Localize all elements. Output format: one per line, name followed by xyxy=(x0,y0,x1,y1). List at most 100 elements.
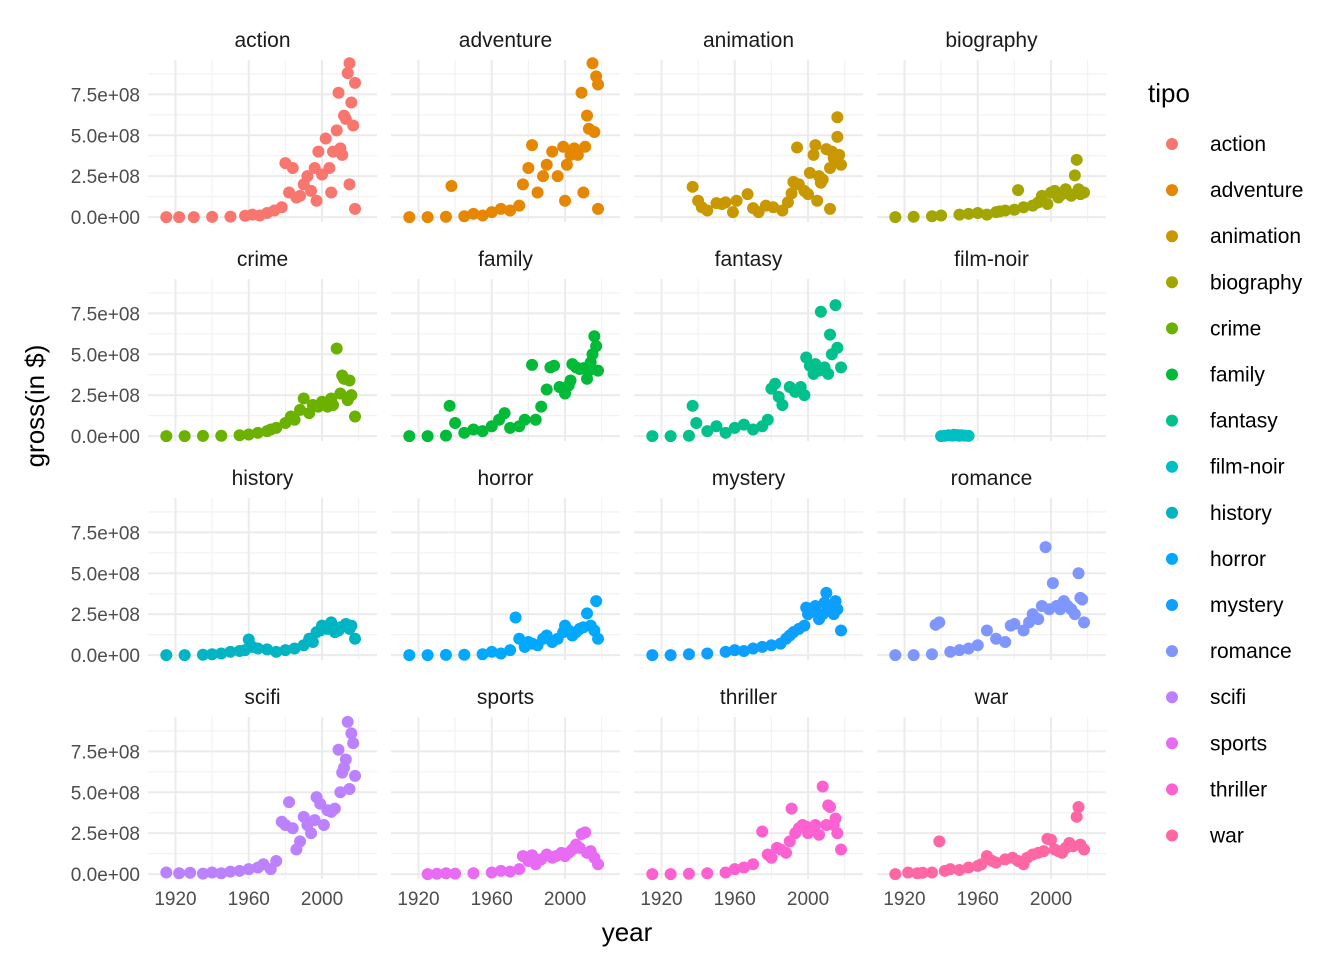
data-point xyxy=(270,421,283,434)
data-point xyxy=(403,211,416,224)
data-point xyxy=(690,417,703,429)
data-point xyxy=(756,825,769,838)
data-point xyxy=(513,863,526,876)
data-point xyxy=(809,139,822,152)
legend-label: family xyxy=(1210,364,1265,387)
data-point xyxy=(504,204,517,217)
data-point xyxy=(325,186,338,199)
data-point xyxy=(317,819,330,831)
x-tick-label: 2000 xyxy=(544,889,586,910)
data-point xyxy=(1070,810,1083,823)
data-point xyxy=(831,603,844,616)
data-point xyxy=(925,648,938,661)
data-point xyxy=(831,341,844,354)
legend-key xyxy=(1166,322,1178,335)
data-point xyxy=(509,611,522,624)
data-point xyxy=(728,644,741,657)
facet-strip-label: adventure xyxy=(459,29,552,52)
facet-strip-label: history xyxy=(232,467,294,490)
data-point xyxy=(476,648,489,661)
data-point xyxy=(526,358,539,371)
data-point xyxy=(701,425,714,438)
data-point xyxy=(829,812,842,825)
facet-strip-label: mystery xyxy=(712,467,786,490)
data-point xyxy=(334,786,347,799)
data-point xyxy=(592,364,605,377)
data-point xyxy=(531,186,544,199)
facet-panel-thriller: thriller 1920 1960 2000 xyxy=(634,686,863,910)
data-point xyxy=(345,389,358,402)
data-point xyxy=(798,619,811,632)
data-point xyxy=(560,158,573,171)
data-point xyxy=(664,649,677,662)
data-point xyxy=(999,636,1012,648)
data-point xyxy=(686,180,699,193)
data-point xyxy=(283,796,296,809)
data-point xyxy=(971,639,984,652)
data-point xyxy=(445,180,458,192)
data-point xyxy=(807,148,820,161)
legend-title: tipo xyxy=(1148,78,1190,108)
y-axis-title: gross(in $) xyxy=(20,345,50,468)
data-point xyxy=(962,861,975,874)
data-point xyxy=(206,210,219,223)
data-point xyxy=(294,835,307,848)
legend-item-scifi: scifi xyxy=(1166,686,1246,709)
facet-panel-romance: romance xyxy=(877,467,1106,662)
legend-item-crime: crime xyxy=(1166,317,1261,340)
data-point xyxy=(785,802,798,815)
data-point xyxy=(467,423,480,436)
data-point xyxy=(935,209,948,222)
data-point xyxy=(443,399,456,412)
data-point xyxy=(1078,616,1091,629)
y-tick-label: 7.5e+08 xyxy=(71,85,140,106)
legend-key xyxy=(1166,783,1178,796)
data-point xyxy=(816,780,829,793)
data-point xyxy=(439,867,452,880)
data-point xyxy=(270,855,283,867)
data-point xyxy=(646,649,659,662)
data-point xyxy=(925,210,938,223)
data-point xyxy=(1072,801,1085,813)
data-point xyxy=(286,162,299,174)
data-point xyxy=(403,430,416,443)
data-point xyxy=(781,196,794,209)
data-point xyxy=(769,377,782,390)
data-point xyxy=(747,642,760,655)
data-point xyxy=(831,111,844,124)
data-point xyxy=(682,429,695,442)
legend-item-fantasy: fantasy xyxy=(1166,410,1278,433)
data-point xyxy=(449,867,462,880)
data-point xyxy=(953,644,966,657)
y-tick-label: 0.0e+00 xyxy=(71,208,140,229)
data-point xyxy=(332,743,345,756)
data-point xyxy=(971,207,984,219)
facet-strip-label: film-noir xyxy=(954,248,1029,271)
data-point xyxy=(1041,198,1054,210)
data-point xyxy=(822,367,835,380)
x-tick-label: 2000 xyxy=(301,889,343,910)
data-point xyxy=(498,407,511,420)
data-point xyxy=(824,801,837,813)
y-tick-label: 5.0e+08 xyxy=(71,783,140,804)
data-point xyxy=(270,645,283,658)
data-point xyxy=(737,645,750,657)
data-point xyxy=(728,421,741,434)
facet-panel-history: history 0.0e+00 2.5e+08 5.0e+08 7.5e+08 xyxy=(71,467,377,667)
data-point xyxy=(430,867,443,880)
data-point xyxy=(485,866,498,879)
data-point xyxy=(999,204,1012,217)
data-point xyxy=(557,140,570,153)
legend-label: fantasy xyxy=(1210,410,1278,433)
data-point xyxy=(439,648,452,661)
data-point xyxy=(421,430,434,443)
facet-panel-mystery: mystery xyxy=(634,467,863,662)
data-point xyxy=(294,403,307,416)
data-point xyxy=(682,648,695,661)
data-point xyxy=(476,209,489,222)
data-point xyxy=(719,426,732,439)
data-point xyxy=(571,148,584,161)
legend-key xyxy=(1166,737,1178,750)
data-point xyxy=(343,783,356,795)
